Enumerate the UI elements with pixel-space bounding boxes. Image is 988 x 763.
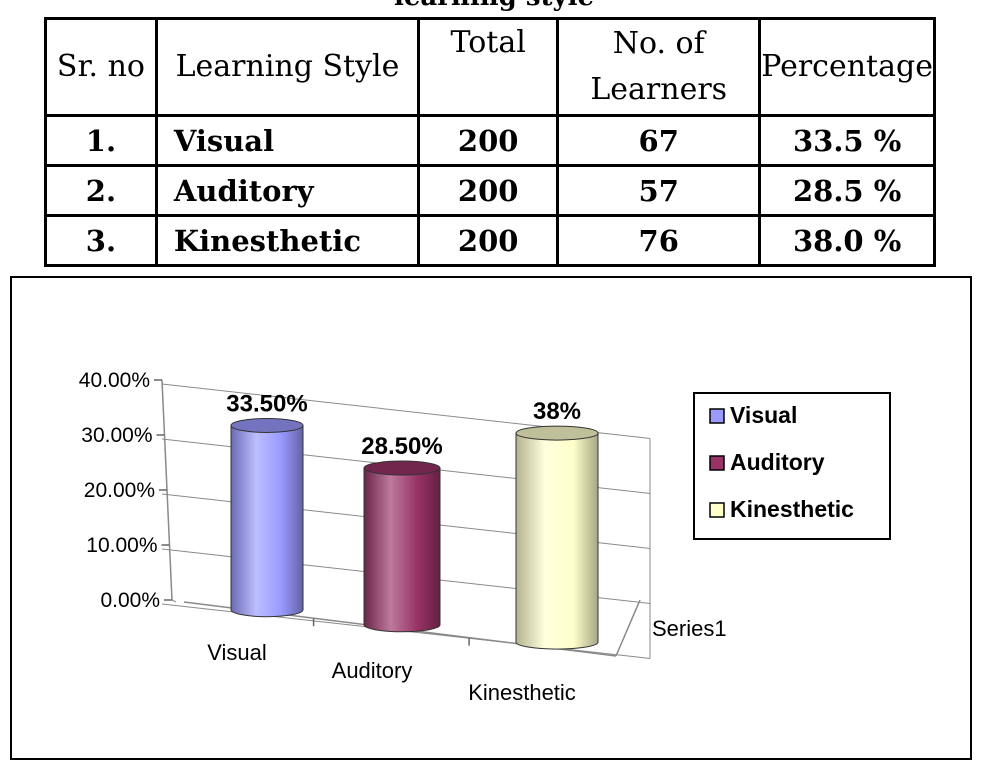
cell-percentage: 38.0 % (758, 214, 936, 267)
cell-style: Kinesthetic (154, 214, 421, 267)
table-row: 2. Auditory 200 57 28.5 % (44, 164, 936, 217)
cell-percentage: 33.5 % (758, 114, 936, 167)
cell-style: Visual (154, 114, 421, 167)
left-floor-edge (171, 599, 177, 603)
legend-swatch (709, 408, 725, 424)
legend-label: Visual (730, 402, 797, 428)
header-learning-style: Learning Style (154, 17, 421, 117)
legend-box (693, 392, 891, 540)
cell-sr: 2. (44, 164, 158, 217)
header-total: Total (417, 17, 560, 117)
chart-frame: 0.00% 10.00% 20.00% 30.00% 40.00% Series1 33.5… (10, 276, 972, 760)
cell-learners: 57 (556, 164, 762, 217)
bar-top (515, 425, 599, 441)
bar-body (363, 467, 441, 633)
bar-top (363, 460, 441, 476)
legend-swatch (709, 502, 725, 518)
cylinder-chart: 0.00% 10.00% 20.00% 30.00% 40.00% Series1 33.5… (79, 369, 891, 705)
cell-total: 200 (417, 164, 560, 217)
y-axis-tick-label: 30.00% (81, 424, 152, 447)
x-axis-category-label: Auditory (332, 658, 413, 683)
depth-axis-line (615, 599, 641, 657)
table-caption: learning style (0, 0, 988, 10)
cell-style: Auditory (154, 164, 421, 217)
learning-style-table: Sr. no Learning Style Total No. of Learn… (44, 17, 936, 267)
data-label: 33.50% (226, 390, 307, 417)
cell-total: 200 (417, 114, 560, 167)
y-axis-tick-label: 0.00% (100, 589, 160, 612)
legend: Visual Auditory Kinesthetic (693, 392, 891, 540)
table-row: 1. Visual 200 67 33.5 % (44, 114, 936, 167)
bar-body (230, 424, 304, 618)
y-axis-tick-label: 20.00% (84, 479, 155, 502)
table-header-row: Sr. no Learning Style Total No. of Learn… (44, 17, 936, 117)
cell-total: 200 (417, 214, 560, 267)
cell-sr: 1. (44, 114, 158, 167)
depth-axis-label: Series1 (652, 616, 727, 641)
cell-learners: 67 (556, 114, 762, 167)
bar (230, 417, 304, 618)
legend-label: Auditory (730, 449, 825, 475)
data-label: 28.50% (361, 433, 442, 460)
x-axis-category-label: Kinesthetic (468, 680, 576, 705)
x-axis-category-label: Visual (207, 640, 267, 665)
y-axis-tick-label: 40.00% (79, 369, 150, 392)
header-percentage: Percentage (758, 17, 936, 117)
bar-top (230, 417, 304, 433)
legend-label: Kinesthetic (730, 496, 854, 522)
table-row: 3. Kinesthetic 200 76 38.0 % (44, 214, 936, 267)
cell-percentage: 28.5 % (758, 164, 936, 217)
bar (515, 425, 599, 650)
header-sr-no: Sr. no (44, 17, 158, 117)
bar-body (515, 432, 599, 650)
bar (363, 460, 441, 633)
cell-sr: 3. (44, 214, 158, 267)
data-label: 38% (533, 398, 581, 425)
cell-learners: 76 (556, 214, 762, 267)
legend-swatch (709, 455, 725, 471)
y-axis-tick-label: 10.00% (86, 534, 157, 557)
header-learners: No. of Learners (556, 17, 762, 117)
